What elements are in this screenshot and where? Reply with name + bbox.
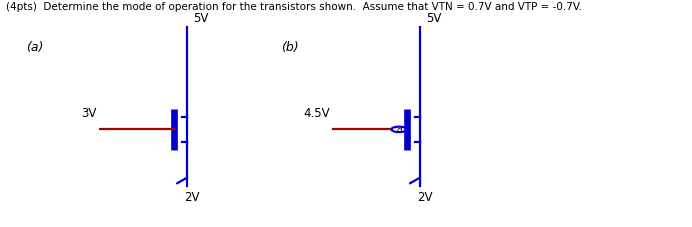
Text: 2V: 2V [417,191,432,204]
Text: 5V: 5V [426,12,441,25]
Text: 4.5V: 4.5V [303,107,330,120]
Text: (a): (a) [26,41,44,54]
Text: (4pts)  Determine the mode of operation for the transistors shown.  Assume that : (4pts) Determine the mode of operation f… [6,2,583,12]
Text: (b): (b) [282,41,299,54]
Text: 3V: 3V [82,107,97,120]
Text: 2V: 2V [184,191,199,204]
Text: d: d [397,126,402,135]
Text: 5V: 5V [194,12,209,25]
